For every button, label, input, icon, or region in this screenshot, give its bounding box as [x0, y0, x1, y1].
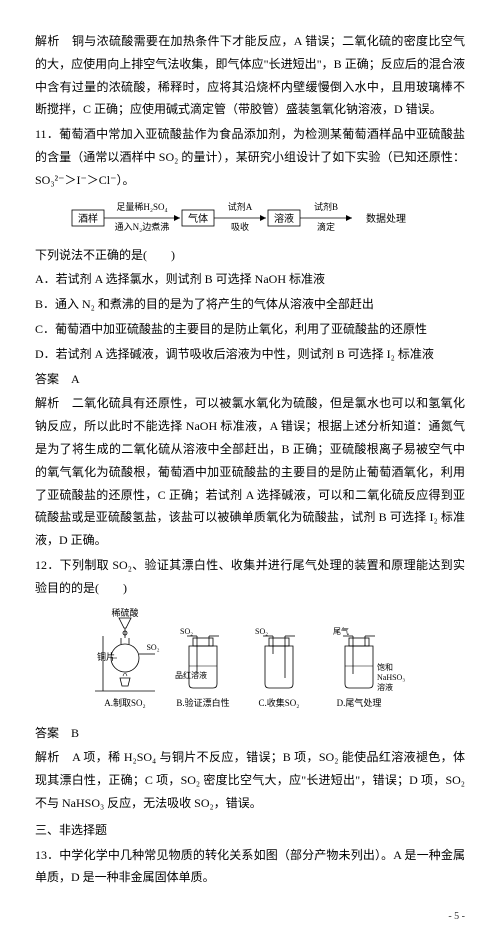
q12-stem: 12．下列制取 SO₂、验证其漂白性、收集并进行尾气处理的装置和原理能达到实验目…	[35, 554, 465, 600]
flow-n3-top: 试剂B	[314, 201, 338, 212]
flow-n3: 溶液	[274, 212, 294, 225]
svg-text:铜片: 铜片	[97, 651, 115, 662]
q11-stem: 11．葡萄酒中常加入亚硫酸盐作为食品添加剂，为检测某葡萄酒样品中亚硫酸盐的含量（…	[35, 123, 465, 191]
flow-n2-top: 试剂A	[228, 201, 253, 212]
device-a-label: A.制取SO₂	[104, 697, 145, 708]
flow-n2-bot: 吸收	[231, 221, 249, 232]
q13-stem: 13．中学化学中几种常见物质的转化关系如图（部分产物未列出）。A 是一种金属单质…	[35, 844, 465, 890]
q11-optC: C．葡萄酒中加亚硫酸盐的主要目的是防止氧化，利用了亚硫酸盐的还原性	[35, 318, 465, 341]
ans-value: B	[71, 726, 79, 740]
ans-label: 答案	[35, 726, 59, 740]
prev-analysis: 解析 铜与浓硫酸需要在加热条件下才能反应，A 错误；二氧化硫的密度比空气的大，应…	[35, 30, 465, 121]
apparatus-svg: 稀硫酸 铜片 SO₂ A.制取SO₂ SO₂	[85, 606, 415, 716]
device-d-label: D.尾气处理	[337, 697, 382, 708]
flow-n4: 数据处理	[366, 212, 406, 225]
exp-label: 解析	[35, 396, 60, 410]
q12-answer: 答案 B	[35, 722, 465, 745]
q11-optA: A．若试剂 A 选择氯水，则试剂 B 可选择 NaOH 标准液	[35, 268, 465, 291]
flow-n1-bot: 通入N₂边煮沸	[115, 221, 170, 232]
svg-text:SO₂: SO₂	[146, 643, 159, 652]
flow-svg: 酒样 足量稀H₂SO₄ 通入N₂边煮沸 气体 试剂A 吸收 溶液 试剂B 滴定 …	[70, 198, 430, 238]
svg-text:溶液: 溶液	[377, 682, 393, 692]
device-b-label: B.验证漂白性	[176, 697, 229, 708]
exp-text: 二氧化硫具有还原性，可以被氯水氧化为硫酸，但是氯水也可以和氢氧化钠反应，所以此时…	[35, 396, 465, 547]
flow-n2: 气体	[188, 212, 208, 225]
q12-explanation: 解析 A 项，稀 H₂SO₄ 与铜片不反应，错误；B 项，SO₂ 能使品红溶液褪…	[35, 746, 465, 814]
q11-explanation: 解析 二氧化硫具有还原性，可以被氯水氧化为硫酸，但是氯水也可以和氢氧化钠反应，所…	[35, 392, 465, 552]
q11-answer: 答案 A	[35, 368, 465, 391]
q11-optB: B．通入 N₂ 和煮沸的目的是为了将产生的气体从溶液中全部赶出	[35, 293, 465, 316]
svg-text:品红溶液: 品红溶液	[175, 670, 207, 680]
svg-text:NaHSO₃: NaHSO₃	[377, 673, 405, 682]
exp-text: A 项，稀 H₂SO₄ 与铜片不反应，错误；B 项，SO₂ 能使品红溶液褪色，体…	[35, 750, 465, 810]
device-c-icon: SO₂	[255, 627, 295, 688]
q11-prompt: 下列说法不正确的是( )	[35, 244, 465, 267]
text: 铜与浓硫酸需要在加热条件下才能反应，A 错误；二氧化硫的密度比空气的大，应使用向…	[35, 34, 465, 116]
flow-n1-top: 足量稀H₂SO₄	[116, 201, 167, 212]
label: 解析	[35, 34, 60, 48]
ans-label: 答案	[35, 372, 59, 386]
flow-n1: 酒样	[78, 212, 98, 225]
flow-n3-bot: 滴定	[317, 221, 335, 232]
q11-optD: D．若试剂 A 选择碱液，调节吸收后溶液为中性，则试剂 B 可选择 I₂ 标准液	[35, 343, 465, 366]
device-c-label: C.收集SO₂	[259, 697, 300, 708]
part3-title: 三、非选择题	[35, 819, 465, 842]
svg-text:尾气: 尾气	[333, 626, 349, 636]
device-a-icon: 稀硫酸 铜片 SO₂	[95, 607, 160, 691]
svg-text:稀硫酸: 稀硫酸	[111, 607, 138, 618]
page-number: - 5 -	[35, 907, 465, 926]
svg-text:SO₂: SO₂	[255, 627, 268, 636]
q11-flow-diagram: 酒样 足量稀H₂SO₄ 通入N₂边煮沸 气体 试剂A 吸收 溶液 试剂B 滴定 …	[35, 198, 465, 238]
device-d-icon: 尾气 饱和 NaHSO₃ 溶液	[333, 626, 405, 692]
q12-apparatus-diagram: 稀硫酸 铜片 SO₂ A.制取SO₂ SO₂	[35, 606, 465, 716]
ans-value: A	[71, 372, 80, 386]
svg-text:饱和: 饱和	[377, 662, 393, 672]
exp-label: 解析	[35, 750, 60, 764]
device-b-icon: SO₂ 品红溶液	[175, 627, 219, 688]
svg-text:SO₂: SO₂	[180, 627, 193, 636]
